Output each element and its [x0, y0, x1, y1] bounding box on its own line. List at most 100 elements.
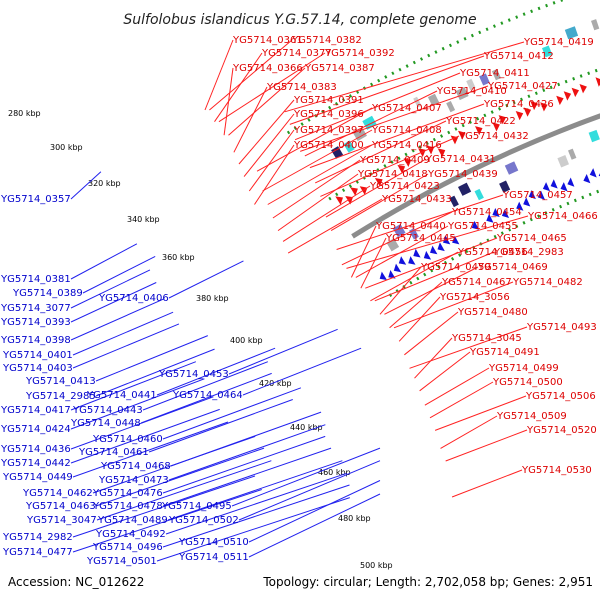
- gene-label[interactable]: YG5714_0510: [178, 537, 249, 548]
- gene-label[interactable]: YG5714_0500: [492, 377, 563, 388]
- gene-label[interactable]: YG5714_0432: [458, 131, 529, 142]
- gene-label[interactable]: YG5714_0463: [25, 501, 96, 512]
- forward-gene-arrow: [515, 111, 524, 121]
- gene-label[interactable]: YG5714_0408: [371, 125, 442, 136]
- gene-label[interactable]: YG5714_0361: [232, 35, 303, 46]
- gene-label[interactable]: YG5714_0478: [92, 501, 163, 512]
- gene-label[interactable]: YG5714_0499: [488, 363, 559, 374]
- gene-label[interactable]: YG5714_0412: [483, 51, 554, 62]
- gene-label[interactable]: YG5714_0468: [100, 461, 171, 472]
- gene-label[interactable]: YG5714_0482: [512, 277, 583, 288]
- gene-label[interactable]: YG5714_0464: [172, 390, 243, 401]
- gene-label[interactable]: YG5714_0476: [92, 488, 163, 499]
- gene-label[interactable]: YG5714_0400: [293, 140, 364, 151]
- gene-label[interactable]: YG5714_0477: [2, 547, 73, 558]
- gene-label[interactable]: YG5714_0448: [70, 418, 141, 429]
- gene-label[interactable]: YG5714_0456: [457, 247, 528, 258]
- forward-gene-arrow: [437, 148, 446, 158]
- gene-label[interactable]: YG5714_0416: [371, 140, 442, 151]
- gene-label[interactable]: YG5714_0443: [72, 405, 143, 416]
- gene-label[interactable]: YG5714_0511: [178, 552, 249, 563]
- gene-label[interactable]: YG5714_0449: [2, 472, 73, 483]
- gene-label[interactable]: YG5714_3077: [0, 303, 71, 314]
- gene-label[interactable]: YG5714_0493: [526, 322, 597, 333]
- gene-label[interactable]: YG5714_0417: [0, 405, 71, 416]
- gene-label[interactable]: YG5714_0427: [487, 81, 558, 92]
- gene-label[interactable]: YG5714_3045: [451, 333, 522, 344]
- gene-label[interactable]: YG5714_0357: [0, 194, 71, 205]
- gene-label[interactable]: YG5714_0496: [92, 542, 163, 553]
- gene-label[interactable]: YG5714_0506: [525, 391, 596, 402]
- gene-label[interactable]: YG5714_0441: [86, 390, 157, 401]
- gene-label[interactable]: YG5714_0502: [168, 515, 239, 526]
- gene-label[interactable]: YG5714_3056: [439, 292, 510, 303]
- gene-label[interactable]: YG5714_0431: [425, 154, 496, 165]
- gene-label[interactable]: YG5714_0387: [304, 63, 375, 74]
- gene-label[interactable]: YG5714_0377: [261, 48, 332, 59]
- gene-label[interactable]: YG5714_0389: [12, 288, 83, 299]
- gene-label[interactable]: YG5714_0391: [293, 95, 364, 106]
- gene-label[interactable]: YG5714_0403: [2, 363, 73, 374]
- gene-label[interactable]: YG5714_0457: [502, 190, 573, 201]
- gene-label[interactable]: YG5714_0410: [436, 86, 507, 97]
- gene-label[interactable]: YG5714_0442: [0, 458, 71, 469]
- gene-label[interactable]: YG5714_0424: [0, 424, 71, 435]
- gene-label[interactable]: YG5714_0401: [2, 350, 73, 361]
- gene-label[interactable]: YG5714_0436: [0, 444, 71, 455]
- label-leader-line: [350, 225, 377, 278]
- gene-label[interactable]: YG5714_0426: [483, 99, 554, 110]
- gene-label[interactable]: YG5714_0433: [381, 194, 452, 205]
- gene-label[interactable]: YG5714_0439: [427, 169, 498, 180]
- tick-label: 280 kbp: [8, 109, 41, 118]
- gene-label[interactable]: YG5714_0397: [293, 125, 364, 136]
- gene-label[interactable]: YG5714_0383: [266, 82, 337, 93]
- gene-label[interactable]: YG5714_0465: [496, 233, 567, 244]
- gene-label[interactable]: YG5714_0411: [459, 68, 530, 79]
- gene-label[interactable]: YG5714_0393: [0, 317, 71, 328]
- gene-label[interactable]: YG5714_0366: [232, 63, 303, 74]
- gene-label[interactable]: YG5714_0466: [527, 211, 598, 222]
- gene-label[interactable]: YG5714_0422: [445, 116, 516, 127]
- gene-label[interactable]: YG5714_0489: [97, 515, 168, 526]
- gene-label[interactable]: YG5714_0455: [447, 221, 518, 232]
- gene-label[interactable]: YG5714_0454: [451, 207, 522, 218]
- gene-label[interactable]: YG5714_0419: [523, 37, 594, 48]
- gene-label[interactable]: YG5714_2985: [25, 391, 96, 402]
- gene-label[interactable]: YG5714_0453: [158, 369, 229, 380]
- gene-label[interactable]: YG5714_0423: [369, 181, 440, 192]
- gene-label[interactable]: YG5714_0398: [0, 335, 71, 346]
- gene-label[interactable]: YG5714_0440: [375, 221, 446, 232]
- gene-label[interactable]: YG5714_0407: [371, 103, 442, 114]
- gene-label[interactable]: YG5714_0462: [22, 488, 93, 499]
- gene-label[interactable]: YG5714_0509: [496, 411, 567, 422]
- gene-label[interactable]: YG5714_0530: [521, 465, 592, 476]
- gene-label[interactable]: YG5714_0409: [359, 155, 430, 166]
- gene-label[interactable]: YG5714_0495: [161, 501, 232, 512]
- gene-label[interactable]: YG5714_0491: [469, 347, 540, 358]
- gene-label[interactable]: YG5714_0382: [291, 35, 362, 46]
- gene-label[interactable]: YG5714_2983: [493, 247, 564, 258]
- gene-label[interactable]: YG5714_0445: [385, 233, 456, 244]
- gene-label[interactable]: YG5714_0473: [98, 475, 169, 486]
- label-leader-line: [248, 493, 381, 558]
- gene-label[interactable]: YG5714_0492: [95, 529, 166, 540]
- gene-label[interactable]: YG5714_0520: [526, 425, 597, 436]
- gene-label[interactable]: YG5714_0396: [293, 109, 364, 120]
- gene-label[interactable]: YG5714_0460: [92, 434, 163, 445]
- feature-block: [466, 78, 476, 91]
- gene-label[interactable]: YG5714_3047: [26, 515, 97, 526]
- gene-label[interactable]: YG5714_0501: [86, 556, 157, 567]
- gene-label[interactable]: YG5714_0480: [457, 307, 528, 318]
- gene-label[interactable]: YG5714_0406: [98, 293, 169, 304]
- gene-label[interactable]: YG5714_0459: [420, 262, 491, 273]
- gene-label[interactable]: YG5714_0418: [357, 169, 428, 180]
- label-leader-line: [262, 129, 373, 192]
- gene-label[interactable]: YG5714_0381: [0, 274, 71, 285]
- gene-label[interactable]: YG5714_0467: [441, 277, 512, 288]
- label-leader-line: [228, 328, 338, 375]
- gene-label[interactable]: YG5714_0469: [477, 262, 548, 273]
- gene-label[interactable]: YG5714_0461: [78, 447, 149, 458]
- gene-label[interactable]: YG5714_0392: [324, 48, 395, 59]
- gene-label[interactable]: YG5714_2982: [2, 532, 73, 543]
- gene-label[interactable]: YG5714_0413: [25, 376, 96, 387]
